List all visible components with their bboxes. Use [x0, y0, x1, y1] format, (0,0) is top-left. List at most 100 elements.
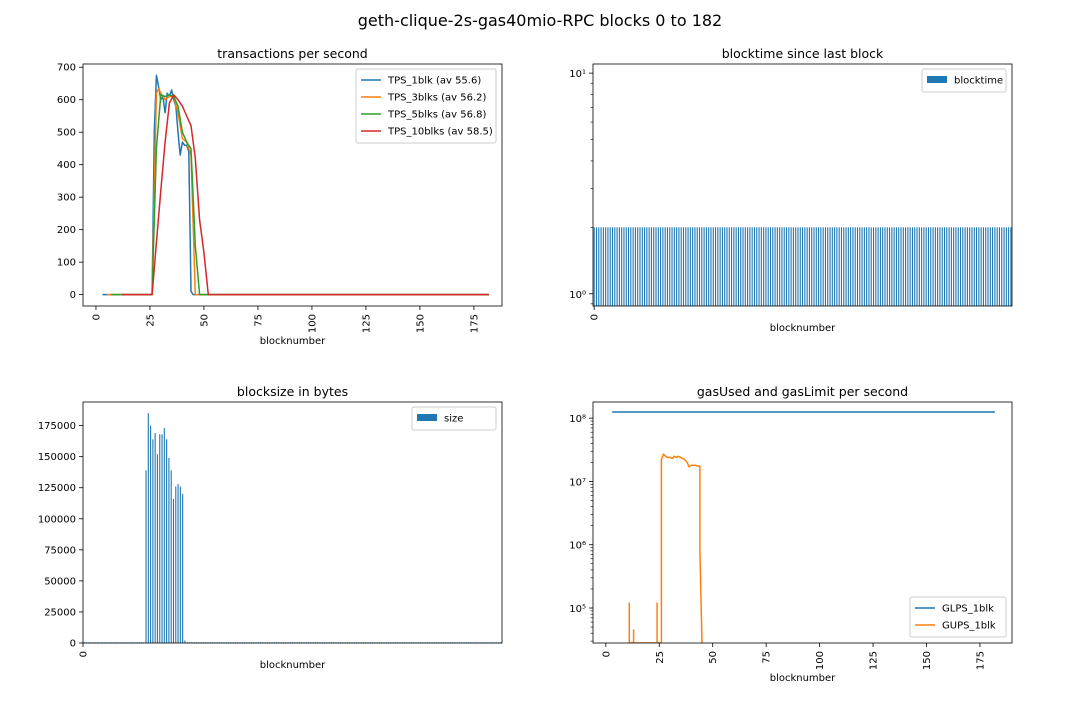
bar	[639, 227, 641, 306]
bar	[964, 227, 966, 306]
bar	[792, 227, 794, 306]
y-tick-label: 700	[57, 63, 76, 74]
legend-box	[909, 596, 1007, 638]
x-tick-label: 100	[307, 314, 318, 333]
bar	[698, 227, 701, 306]
bar	[650, 227, 652, 306]
bar	[804, 227, 806, 306]
bar	[900, 227, 902, 306]
bar	[701, 227, 703, 306]
bar	[838, 227, 840, 306]
bar	[985, 227, 987, 306]
legend-entry: TPS_3blks (av 56.2)	[387, 93, 487, 104]
y-tick-label: 600	[57, 95, 76, 106]
y-tick-label: 175000	[38, 421, 76, 432]
bar	[973, 227, 975, 306]
plot-frame	[592, 401, 1013, 644]
x-tick-label: 25	[655, 651, 666, 664]
bar	[847, 227, 849, 306]
y-tick-label: 200	[57, 225, 76, 236]
bar	[600, 227, 602, 306]
bar	[172, 498, 175, 643]
bar	[177, 484, 179, 643]
bar	[179, 486, 181, 643]
bar	[705, 227, 707, 306]
legend-entry: GLPS_1blk	[942, 604, 994, 615]
legend-swatch	[417, 414, 437, 421]
bar	[925, 227, 927, 306]
bar	[740, 227, 742, 306]
y-tick-label: 10⁵	[569, 604, 586, 615]
x-tick-label: 125	[869, 651, 880, 670]
bar	[676, 227, 678, 306]
bar	[714, 227, 717, 306]
bar	[147, 413, 149, 643]
legend-box	[921, 68, 1007, 93]
bar	[1010, 227, 1012, 306]
bar	[1003, 227, 1005, 306]
legend-entry: size	[444, 414, 463, 425]
x-tick-label: 50	[708, 651, 719, 664]
x-tick-label: 0	[79, 651, 90, 657]
y-tick-label: 10⁰	[569, 290, 586, 301]
bar	[744, 227, 746, 306]
bar	[747, 227, 749, 306]
bar	[166, 439, 168, 643]
bar	[914, 227, 916, 306]
bar	[941, 227, 943, 306]
bar	[758, 227, 760, 306]
bar	[646, 227, 648, 306]
bar	[593, 227, 595, 306]
bar	[710, 227, 712, 306]
bar	[692, 227, 694, 306]
bar	[891, 227, 893, 306]
bar	[978, 227, 980, 306]
panel-title: gasUsed and gasLimit per second	[697, 384, 908, 399]
panel-title: blocksize in bytes	[237, 384, 348, 399]
tps-panel: transactions per second 0 25 50 75 100 125 150 1…	[57, 46, 503, 347]
bar	[918, 227, 920, 306]
bar	[937, 227, 939, 306]
bar	[765, 227, 767, 306]
bar	[163, 428, 165, 643]
x-tick-label: 150	[415, 314, 426, 333]
bar	[992, 227, 994, 306]
bar	[756, 227, 758, 306]
bar	[767, 227, 769, 306]
x-tick-label: 125	[361, 314, 372, 333]
legend-swatch	[927, 76, 947, 83]
bar	[605, 227, 607, 306]
bar	[930, 227, 932, 306]
bar	[657, 227, 659, 306]
bar	[655, 227, 657, 306]
bar	[783, 227, 785, 306]
bar	[916, 227, 918, 306]
bar	[621, 227, 623, 306]
bar	[627, 227, 630, 306]
x-tick-label: 75	[253, 314, 264, 327]
bar	[618, 227, 620, 306]
bar	[671, 227, 673, 306]
y-tick-label: 10⁶	[569, 541, 586, 552]
bar	[669, 227, 671, 306]
bar	[875, 227, 877, 306]
bar	[811, 227, 813, 306]
bar	[156, 454, 159, 643]
bar	[866, 227, 868, 306]
gas-panel: gasUsed and gasLimit per second 0 25 50 75 10…	[569, 384, 1013, 684]
bar	[769, 227, 772, 306]
bar	[829, 227, 831, 306]
bar	[595, 227, 598, 306]
blocktime-panel: blocktime since last block 0 10⁰ 10¹ blocknu…	[569, 46, 1013, 334]
x-tick-label: 75	[762, 651, 773, 664]
x-tick-label: 150	[922, 651, 933, 670]
bar	[943, 227, 946, 306]
x-tick-label: 0	[601, 651, 612, 657]
bar	[909, 227, 911, 306]
bar	[607, 227, 609, 306]
panel-title: transactions per second	[217, 46, 367, 61]
bar	[950, 227, 952, 306]
bar	[852, 227, 854, 306]
bar	[795, 227, 797, 306]
blocksize-panel: blocksize in bytes 00 25000 50000 75000 10000…	[38, 384, 503, 671]
